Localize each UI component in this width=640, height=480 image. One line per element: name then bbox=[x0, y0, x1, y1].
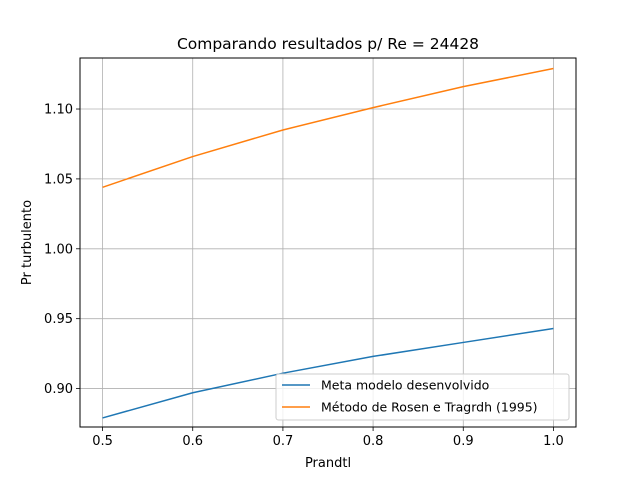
series-line-2 bbox=[102, 67, 554, 188]
x-tick-label: 0.5 bbox=[92, 434, 113, 449]
legend-box bbox=[275, 373, 570, 421]
x-tick-label: 0.6 bbox=[182, 434, 203, 449]
y-tick-label: 1.10 bbox=[44, 103, 73, 118]
y-tick-label: 1.00 bbox=[44, 242, 73, 257]
chart-title: Comparando resultados p/ Re = 24428 bbox=[177, 35, 479, 53]
x-tick-label: 0.7 bbox=[273, 434, 294, 449]
plot-frame bbox=[79, 57, 577, 428]
y-axis-label: Pr turbulento bbox=[20, 200, 35, 285]
series-line-1 bbox=[102, 327, 554, 419]
legend-label-1: Meta modelo desenvolvido bbox=[321, 378, 489, 393]
legend: Meta modelo desenvolvido Método de Rosen … bbox=[275, 373, 570, 421]
legend-label-2: Método de Rosen e Tragrdh (1995) bbox=[321, 400, 538, 415]
x-tick-label: 1.0 bbox=[543, 434, 564, 449]
grid bbox=[80, 58, 576, 427]
x-tick-label: 0.8 bbox=[363, 434, 384, 449]
y-tick-label: 1.05 bbox=[44, 172, 73, 187]
x-tick-label: 0.9 bbox=[453, 434, 474, 449]
x-axis-label: Prandtl bbox=[305, 456, 351, 471]
series-lines bbox=[102, 67, 554, 419]
y-tick-label: 0.90 bbox=[44, 382, 73, 397]
y-tick-label: 0.95 bbox=[44, 312, 73, 327]
axis-ticks: 0.5 0.6 0.7 0.8 0.9 1.0 0.90 0.95 1.00 1.05 1.10 bbox=[44, 103, 564, 449]
